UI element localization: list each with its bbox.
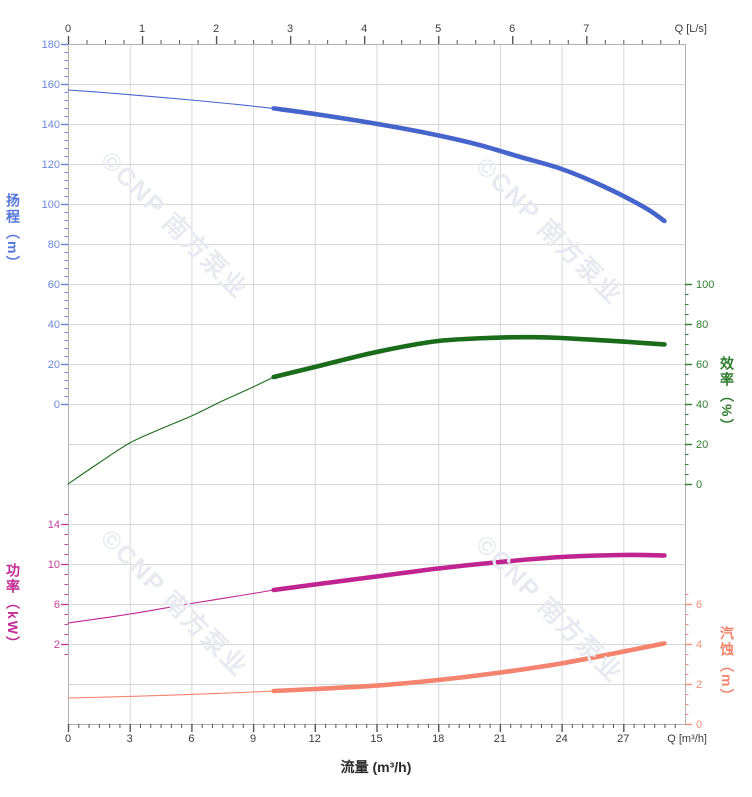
tick-label: 3: [287, 23, 293, 35]
tick-label: 2: [213, 23, 219, 35]
power-curve-rated: [271, 552, 667, 593]
axis-unit-label: Q [L/s]: [675, 23, 707, 35]
tick-label: 60: [696, 359, 708, 371]
top-axis: 0 1 2 3 4 5 6 7 Q [L/s]: [65, 23, 707, 44]
tick-label: 100: [696, 279, 714, 291]
tick-label: 5: [435, 23, 441, 35]
tick-label: 80: [696, 319, 708, 331]
tick-label: 6: [54, 599, 60, 611]
tick-label: 12: [309, 733, 321, 745]
tick-label: 7: [583, 23, 589, 35]
tick-label: 1: [139, 23, 145, 35]
tick-label: 2: [54, 639, 60, 651]
tick-label: 18: [432, 733, 444, 745]
tick-label: 0: [696, 719, 702, 731]
axis-unit-label: Q [m³/h]: [667, 733, 707, 745]
npsh-axis-title: 汽蚀（m）: [719, 626, 735, 705]
efficiency-curve-rated: [271, 334, 667, 380]
tick-label: 3: [127, 733, 133, 745]
bottom-axis: 0 3 6 9 12 15 18 21 24 27 Q [m³/h]: [65, 724, 707, 745]
npsh-curve-thin: [67, 690, 275, 699]
tick-label: 0: [65, 733, 71, 745]
tick-label: 21: [494, 733, 506, 745]
efficiency-curve-thin: [67, 376, 275, 485]
efficiency-axis: 100 80 60 40 20 0: [685, 279, 714, 491]
tick-label: 140: [42, 119, 60, 131]
head-curve: [67, 89, 667, 224]
tick-label: 6: [509, 23, 515, 35]
tick-label: 40: [696, 399, 708, 411]
power-axis-title: 功率（kW）: [5, 563, 21, 652]
npsh-curve: [67, 641, 667, 699]
efficiency-axis-title: 效率（%）: [719, 356, 735, 435]
npsh-axis: 6 4 2 0: [685, 594, 702, 731]
tick-label: 27: [617, 733, 629, 745]
tick-label: 160: [42, 79, 60, 91]
power-axis: 14 10 6 2: [48, 514, 68, 655]
head-curve-thin: [67, 89, 275, 109]
tick-label: 4: [361, 23, 367, 35]
efficiency-curve: [67, 334, 667, 485]
tick-label: 100: [42, 199, 60, 211]
tick-label: 15: [370, 733, 382, 745]
npsh-curve-rated: [271, 641, 667, 694]
power-curve-thin: [67, 589, 275, 624]
tick-label: 80: [48, 239, 60, 251]
tick-label: 180: [42, 39, 60, 51]
tick-label: 9: [250, 733, 256, 745]
tick-label: 6: [188, 733, 194, 745]
tick-label: 0: [54, 399, 60, 411]
tick-label: 40: [48, 319, 60, 331]
tick-label: 20: [696, 439, 708, 451]
tick-label: 60: [48, 279, 60, 291]
tick-label: 0: [696, 479, 702, 491]
head-curve-rated: [271, 106, 667, 224]
tick-label: 24: [555, 733, 567, 745]
power-curve: [67, 552, 667, 624]
head-axis: 180 160 140 120 100 80 60 40 20 0: [42, 39, 68, 411]
head-axis-title: 扬程（m）: [5, 193, 21, 272]
tick-label: 120: [42, 159, 60, 171]
tick-label: 14: [48, 519, 60, 531]
flow-axis-title: 流量 (m³/h): [340, 759, 412, 775]
tick-label: 10: [48, 559, 60, 571]
tick-label: 2: [696, 679, 702, 691]
tick-label: 6: [696, 599, 702, 611]
gridlines: [68, 44, 685, 724]
tick-label: 20: [48, 359, 60, 371]
tick-label: 0: [65, 23, 71, 35]
tick-label: 4: [696, 639, 702, 651]
